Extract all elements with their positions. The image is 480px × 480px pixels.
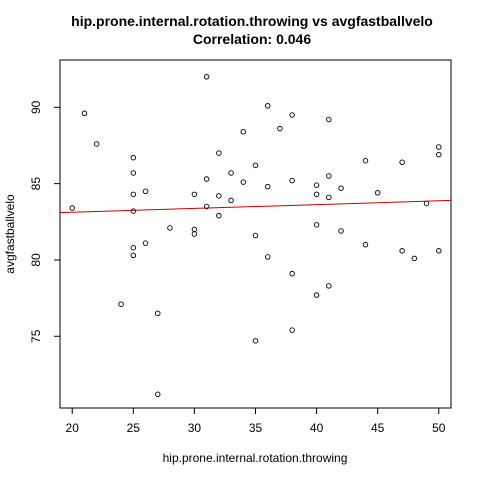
data-point bbox=[228, 197, 234, 204]
x-axis: 20 25 30 35 40 45 50 bbox=[66, 408, 446, 435]
data-point bbox=[191, 226, 198, 233]
data-point bbox=[362, 241, 369, 248]
data-point bbox=[362, 157, 369, 164]
x-tick-label: 35 bbox=[249, 421, 263, 435]
y-tick-label: 85 bbox=[29, 177, 43, 191]
data-point bbox=[326, 116, 332, 123]
data-point bbox=[203, 74, 210, 80]
data-point bbox=[167, 225, 173, 231]
data-point bbox=[93, 141, 100, 147]
data-point bbox=[142, 188, 149, 195]
data-point bbox=[326, 173, 332, 179]
data-point bbox=[313, 191, 320, 198]
data-point bbox=[252, 162, 259, 169]
data-point bbox=[289, 327, 295, 333]
data-point bbox=[313, 182, 320, 188]
data-point bbox=[411, 255, 418, 262]
y-axis-label: avgfastballvelo bbox=[3, 194, 17, 274]
data-point bbox=[326, 194, 332, 201]
data-point bbox=[130, 252, 137, 259]
data-point bbox=[289, 177, 295, 184]
data-point bbox=[326, 283, 332, 289]
data-point bbox=[130, 154, 137, 161]
data-point bbox=[216, 212, 222, 219]
y-tick-label: 75 bbox=[29, 329, 43, 343]
data-point bbox=[142, 240, 149, 246]
data-point bbox=[130, 208, 137, 214]
data-point bbox=[81, 110, 88, 117]
data-point bbox=[118, 301, 124, 307]
data-point bbox=[436, 151, 442, 158]
data-point bbox=[240, 128, 247, 135]
data-point bbox=[252, 338, 259, 344]
plot-frame bbox=[59, 59, 452, 409]
data-point bbox=[374, 190, 381, 196]
data-point bbox=[399, 159, 405, 166]
data-point bbox=[277, 125, 283, 132]
data-point bbox=[436, 144, 442, 150]
data-point bbox=[338, 185, 344, 191]
data-point bbox=[264, 103, 271, 109]
data-point bbox=[154, 391, 161, 398]
data-point bbox=[289, 112, 295, 118]
data-point bbox=[216, 150, 222, 156]
data-point bbox=[228, 170, 234, 176]
data-point bbox=[130, 244, 137, 251]
data-point bbox=[423, 200, 430, 207]
regression-line bbox=[59, 199, 452, 214]
data-point bbox=[252, 232, 259, 239]
data-point bbox=[264, 254, 271, 260]
data-point bbox=[191, 191, 198, 198]
y-axis: 75 80 85 90 bbox=[29, 100, 60, 343]
data-point bbox=[203, 176, 210, 182]
x-axis-label: hip.prone.internal.rotation.throwing bbox=[163, 451, 348, 465]
data-point bbox=[399, 248, 405, 254]
data-point bbox=[436, 248, 442, 254]
data-point bbox=[264, 183, 271, 190]
x-tick-label: 50 bbox=[432, 421, 446, 435]
x-tick-label: 40 bbox=[310, 421, 324, 435]
x-tick-label: 20 bbox=[66, 421, 80, 435]
data-point bbox=[313, 292, 320, 298]
data-point bbox=[130, 191, 137, 198]
chart-title: hip.prone.internal.rotation.throwing vs … bbox=[71, 13, 433, 29]
data-points bbox=[69, 74, 442, 398]
y-tick-label: 80 bbox=[29, 253, 43, 267]
data-point bbox=[69, 205, 75, 211]
data-point bbox=[338, 228, 344, 234]
data-point bbox=[191, 231, 198, 237]
data-point bbox=[313, 222, 320, 228]
data-point bbox=[154, 310, 161, 317]
chart-subtitle: Correlation: 0.046 bbox=[193, 31, 311, 47]
data-point bbox=[130, 170, 137, 176]
x-tick-label: 45 bbox=[371, 421, 385, 435]
data-point bbox=[203, 203, 210, 210]
x-tick-label: 25 bbox=[127, 421, 141, 435]
data-point bbox=[240, 179, 247, 185]
data-point bbox=[289, 270, 295, 277]
x-tick-label: 30 bbox=[188, 421, 202, 435]
data-point bbox=[216, 193, 222, 199]
y-tick-label: 90 bbox=[29, 100, 43, 114]
